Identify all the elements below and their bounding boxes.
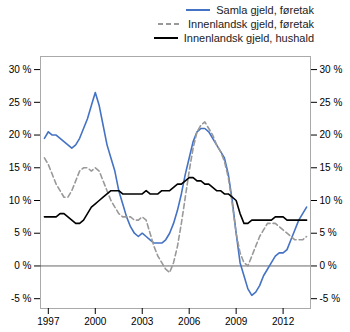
svg-text:2000: 2000: [84, 316, 107, 327]
svg-text:5 %: 5 %: [14, 227, 31, 238]
svg-text:0 %: 0 %: [14, 260, 31, 271]
svg-text:-5 %: -5 %: [320, 293, 341, 304]
svg-text:1997: 1997: [37, 316, 60, 327]
html-text:Innenlandsk gjeld, hushald: Innenlandsk gjeld, hushald: [183, 32, 314, 44]
svg-text:2006: 2006: [178, 316, 201, 327]
svg-text:2003: 2003: [131, 316, 154, 327]
svg-text:20 %: 20 %: [9, 129, 32, 140]
svg-text:10 %: 10 %: [9, 195, 32, 206]
svg-text:10 %: 10 %: [320, 195, 343, 206]
html-text:Innenlandsk gjeld, føretak: Innenlandsk gjeld, føretak: [188, 18, 314, 30]
svg-text:15 %: 15 %: [9, 162, 32, 173]
html-text:Samla gjeld, føretak: Samla gjeld, føretak: [216, 4, 314, 16]
svg-text:15 %: 15 %: [320, 162, 343, 173]
svg-text:25 %: 25 %: [320, 97, 343, 108]
svg-text:20 %: 20 %: [320, 129, 343, 140]
svg-text:30 %: 30 %: [9, 64, 32, 75]
svg-text:5 %: 5 %: [320, 227, 337, 238]
svg-text:30 %: 30 %: [320, 64, 343, 75]
svg-text:2009: 2009: [225, 316, 248, 327]
svg-text:2012: 2012: [272, 316, 295, 327]
svg-text:-5 %: -5 %: [11, 293, 32, 304]
svg-text:25 %: 25 %: [9, 97, 32, 108]
svg-text:0 %: 0 %: [320, 260, 337, 271]
